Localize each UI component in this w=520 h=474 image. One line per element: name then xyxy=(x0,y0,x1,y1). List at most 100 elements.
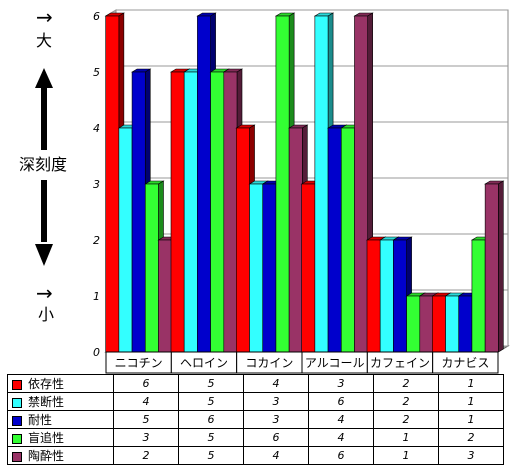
value-cell: 2 xyxy=(373,410,439,429)
up-arrowhead-icon xyxy=(35,68,53,88)
value-cell: 3 xyxy=(243,392,309,411)
series-name: 陶酔性 xyxy=(28,449,65,463)
value-cell: 1 xyxy=(373,428,439,447)
bar-front xyxy=(393,239,407,353)
bar-front xyxy=(340,127,355,353)
value-cell: 1 xyxy=(373,446,439,465)
value-cell: 3 xyxy=(243,410,309,429)
legend-swatch xyxy=(12,379,22,390)
bar-front xyxy=(327,127,342,353)
bar-front xyxy=(366,239,381,353)
bar-front xyxy=(131,71,146,353)
value-cell: 5 xyxy=(178,392,244,411)
value-cell: 3 xyxy=(308,374,374,393)
x-tick-label: ニコチン xyxy=(115,356,163,370)
top-label: 大 xyxy=(36,31,53,50)
y-tick-label: 5 xyxy=(93,66,100,79)
value-cell: 4 xyxy=(243,374,309,393)
value-cell: 5 xyxy=(178,428,244,447)
value-cell: 3 xyxy=(113,428,179,447)
value-cell: 2 xyxy=(113,446,179,465)
category-cell xyxy=(432,351,499,374)
bar-front xyxy=(484,183,499,353)
bar-front xyxy=(144,183,159,353)
bar-front xyxy=(432,295,446,353)
value-cell: 6 xyxy=(178,410,244,429)
series-name: 禁断性 xyxy=(28,395,65,409)
value-cell: 6 xyxy=(243,428,309,447)
bar-side xyxy=(498,180,504,353)
bar-front xyxy=(223,71,238,353)
bar-front xyxy=(249,183,264,353)
table-row: 盲追性 3 5 6 4 1 2 xyxy=(7,428,504,447)
bar-front xyxy=(314,15,329,353)
value-cell: 4 xyxy=(113,392,179,411)
bar-front xyxy=(236,127,250,353)
value-cell: 5 xyxy=(178,374,244,393)
x-tick-label: アルコール xyxy=(305,356,365,370)
middle-label: 深刻度 xyxy=(19,155,68,174)
value-cell: 1 xyxy=(438,392,504,411)
down-arrowhead-icon xyxy=(35,244,53,266)
y-tick-label: 4 xyxy=(93,122,100,135)
legend-swatch xyxy=(12,415,22,426)
bar-front xyxy=(183,71,198,353)
bar-front xyxy=(379,239,394,353)
x-tick-label: コカイン xyxy=(245,356,293,370)
series-name: 耐性 xyxy=(28,413,53,427)
legend-swatch xyxy=(12,433,22,444)
y-tick-label: 0 xyxy=(93,346,100,359)
bar-front xyxy=(471,239,486,353)
series-name: 盲追性 xyxy=(28,431,65,445)
bar-front xyxy=(445,295,460,353)
series-label: 禁断性 xyxy=(7,392,114,411)
bar-front xyxy=(419,295,434,353)
bottom-label: 小 xyxy=(38,305,55,324)
table-row: 陶酔性 2 5 4 6 1 3 xyxy=(7,446,504,465)
bar-front xyxy=(275,15,290,353)
bar xyxy=(484,180,505,353)
table-row: 依存性 6 5 4 3 2 1 xyxy=(7,374,504,393)
arrow-shaft-bottom xyxy=(41,180,47,242)
value-cell: 5 xyxy=(113,410,179,429)
legend-swatch xyxy=(12,451,22,462)
bottom-arrow: → xyxy=(36,281,53,305)
x-tick-label: カフェイン xyxy=(370,356,430,370)
bar-front xyxy=(458,295,473,353)
legend-swatch xyxy=(12,397,22,408)
value-cell: 2 xyxy=(438,428,504,447)
series-label: 陶酔性 xyxy=(7,446,114,465)
bar-front xyxy=(301,183,316,353)
series-label: 耐性 xyxy=(7,410,114,429)
value-cell: 2 xyxy=(373,374,439,393)
bar-front xyxy=(118,127,133,353)
table-row: 耐性 5 6 3 4 2 1 xyxy=(7,410,504,429)
value-cell: 5 xyxy=(178,446,244,465)
data-table: 依存性 6 5 4 3 2 1 禁断性 4 5 3 6 2 1 耐性 5 6 3 4 2 1 盲追性 3 5 6 4 1 2 陶酔性 2 5… xyxy=(7,374,504,465)
x-tick-label: ヘロイン xyxy=(180,356,228,370)
value-cell: 4 xyxy=(308,428,374,447)
arrow-shaft-top xyxy=(41,88,47,150)
y-tick-label: 2 xyxy=(93,234,100,247)
series-label: 盲追性 xyxy=(7,428,114,447)
value-cell: 2 xyxy=(373,392,439,411)
series-name: 依存性 xyxy=(28,377,65,391)
top-arrow: → xyxy=(36,5,53,29)
value-cell: 6 xyxy=(308,392,374,411)
bar-front xyxy=(170,71,185,353)
value-cell: 6 xyxy=(113,374,179,393)
bar-front xyxy=(210,71,225,353)
x-tick-label: カナビス xyxy=(441,356,489,370)
bar-front xyxy=(158,239,172,353)
value-cell: 4 xyxy=(243,446,309,465)
bar-front xyxy=(406,295,421,353)
y-tick-label: 1 xyxy=(93,290,100,303)
bar-front xyxy=(288,127,303,353)
table-row: 禁断性 4 5 3 6 2 1 xyxy=(7,392,504,411)
value-cell: 6 xyxy=(308,446,374,465)
value-cell: 1 xyxy=(438,374,504,393)
bar-front xyxy=(105,15,120,353)
bar-front xyxy=(354,15,368,353)
value-cell: 4 xyxy=(308,410,374,429)
